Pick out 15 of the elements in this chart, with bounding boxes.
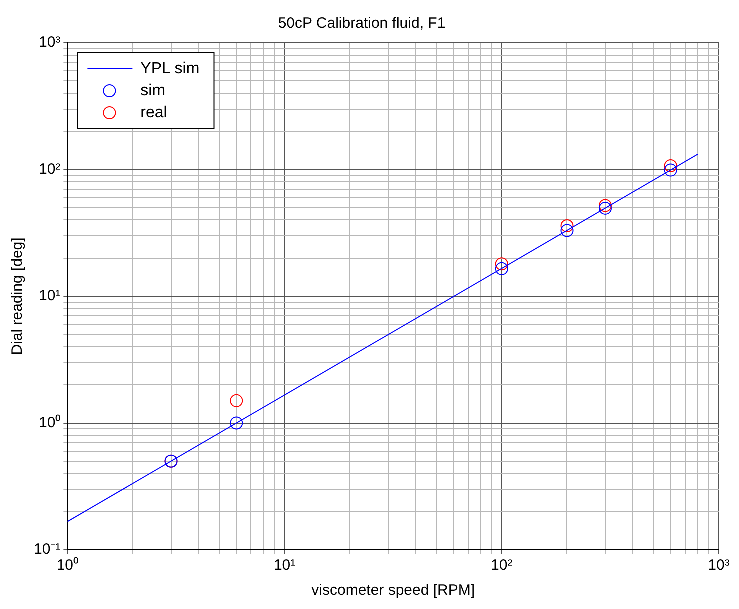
y-tick-label: 10¹ bbox=[38, 288, 61, 305]
x-tick-label: 10³ bbox=[708, 557, 730, 574]
chart-title: 50cP Calibration fluid, F1 bbox=[278, 15, 446, 32]
legend-label: real bbox=[140, 104, 168, 122]
legend-label: sim bbox=[140, 82, 166, 100]
y-axis-title: Dial reading [deg] bbox=[9, 238, 26, 356]
y-tick-label: 10³ bbox=[38, 34, 61, 52]
x-tick-label: 10² bbox=[491, 557, 513, 574]
y-tick-label: 10⁻¹ bbox=[34, 541, 61, 558]
y-tick-label: 10² bbox=[38, 160, 61, 178]
x-tick-label: 10¹ bbox=[274, 557, 296, 574]
legend-label: YPL sim bbox=[140, 60, 200, 78]
x-tick-label: 10⁰ bbox=[56, 557, 79, 574]
y-tick-label: 10⁰ bbox=[38, 414, 61, 432]
x-axis-title: viscometer speed [RPM] bbox=[312, 582, 476, 600]
